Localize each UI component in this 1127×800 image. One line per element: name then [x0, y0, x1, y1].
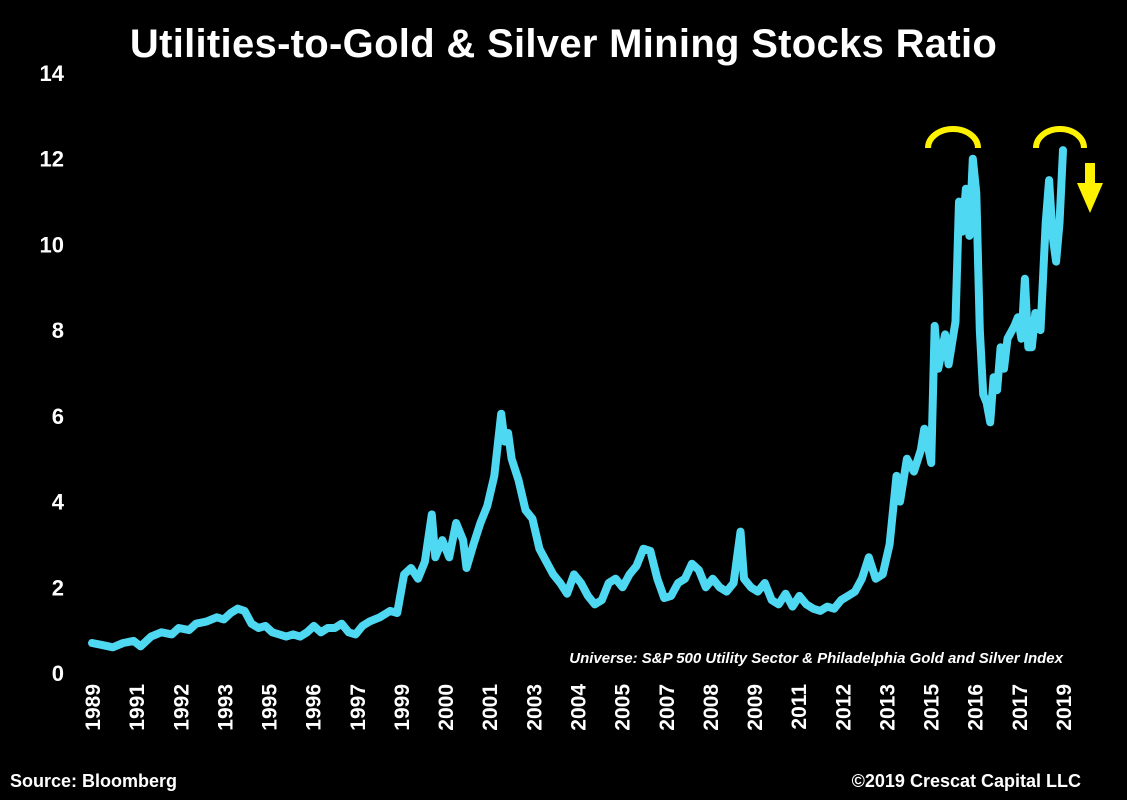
copyright-label: ©2019 Crescat Capital LLC [851, 771, 1081, 791]
x-tick-label: 2013 [876, 684, 899, 731]
top-arc-2 [1033, 126, 1087, 149]
y-tick-label: 8 [52, 318, 64, 343]
x-tick-label: 1993 [214, 684, 237, 731]
x-tick-label: 2011 [788, 684, 811, 730]
x-tick-label: 2015 [921, 684, 944, 731]
y-tick-label: 14 [40, 61, 65, 86]
y-tick-label: 2 [52, 575, 64, 600]
x-tick-label: 1997 [347, 684, 370, 731]
y-tick-label: 10 [40, 232, 64, 257]
top-arc-1 [925, 126, 981, 149]
down-arrow-icon [1077, 163, 1103, 213]
x-tick-label: 2007 [656, 684, 679, 731]
x-tick-label: 2016 [965, 684, 988, 731]
x-tick-label: 1991 [126, 684, 149, 731]
series-layer [88, 146, 1067, 652]
x-tick-label: 1996 [303, 684, 326, 731]
x-tick-label: 2000 [435, 684, 458, 731]
x-tick-label: 2008 [700, 684, 723, 731]
y-axis-ticks: 0 2 4 6 8 10 12 14 [40, 61, 65, 686]
x-axis-ticks: 1989 1991 1992 1993 1995 1996 1997 1999 2000 2001… [82, 684, 1076, 731]
series-line [88, 146, 1067, 652]
x-tick-label: 1992 [170, 684, 193, 731]
chart-title: Utilities-to-Gold & Silver Mining Stocks… [129, 22, 998, 66]
x-tick-label: 2019 [1053, 684, 1076, 731]
x-tick-label: 2003 [523, 684, 546, 731]
y-tick-label: 6 [52, 404, 64, 429]
source-label: Source: Bloomberg [10, 771, 178, 791]
x-tick-label: 2017 [1009, 684, 1032, 731]
x-tick-label: 1999 [391, 684, 414, 731]
y-tick-label: 12 [40, 147, 64, 172]
x-tick-label: 2012 [832, 684, 855, 731]
annotation-layer [925, 126, 1103, 213]
y-tick-label: 4 [52, 490, 65, 515]
x-tick-label: 2009 [744, 684, 767, 731]
universe-note: Universe: S&P 500 Utility Sector & Phila… [569, 650, 1063, 667]
x-tick-label: 1989 [82, 684, 105, 731]
x-tick-label: 2005 [612, 684, 635, 731]
x-tick-label: 2001 [479, 684, 502, 731]
x-tick-label: 2004 [568, 684, 591, 731]
y-tick-label: 0 [52, 661, 64, 686]
x-tick-label: 1995 [259, 684, 282, 731]
